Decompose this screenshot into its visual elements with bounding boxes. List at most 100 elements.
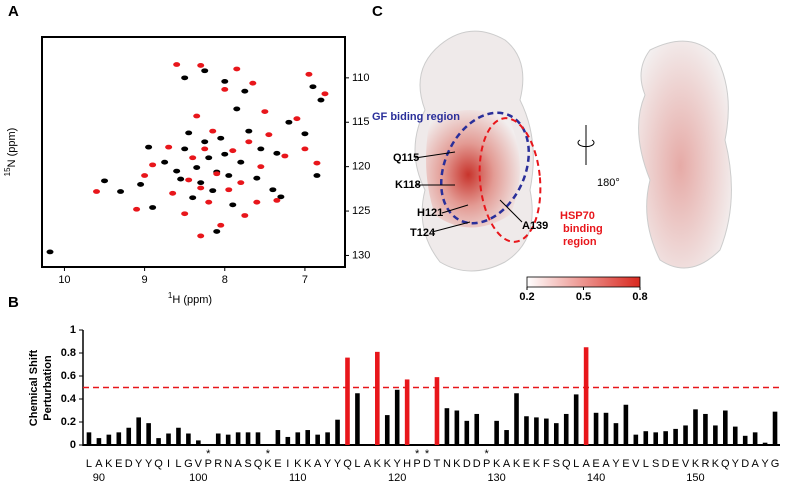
y-axis-label: 15N (ppm) [3, 128, 18, 177]
peak [305, 71, 313, 77]
residue-letter: Y [761, 458, 769, 470]
protein-surface [638, 40, 732, 269]
peak [149, 205, 157, 210]
bar [394, 389, 400, 445]
peak [257, 164, 265, 170]
x-tick-label: 90 [93, 472, 105, 483]
peak [213, 229, 221, 234]
region-label: binding [563, 223, 603, 235]
bar [225, 434, 231, 445]
residue-letter: P [413, 458, 420, 470]
residue-letter: Y [145, 458, 153, 470]
annotation: * [266, 448, 271, 460]
residue-letter: N [224, 458, 232, 470]
residue-letter: E [592, 458, 599, 470]
residue-letter: Q [254, 458, 263, 470]
residue-letter: K [264, 458, 272, 470]
residue-letter: K [513, 458, 521, 470]
residue-letter: D [423, 458, 431, 470]
residue-letter: H [403, 458, 411, 470]
residue-letter: A [95, 458, 103, 470]
bar [464, 420, 470, 445]
x-tick-label: 7 [302, 274, 308, 286]
peak [193, 165, 201, 170]
region-label: HSP70 [560, 210, 595, 222]
peak [165, 144, 173, 150]
y-tick-label: 0.6 [61, 370, 76, 382]
bar [613, 423, 619, 445]
annotation: * [485, 448, 490, 460]
bar [186, 433, 191, 445]
bar [156, 438, 161, 445]
peak [221, 86, 229, 92]
residue-letter: Y [334, 458, 342, 470]
peak [225, 187, 233, 193]
peak [265, 132, 273, 138]
peak [237, 159, 245, 165]
bar [215, 433, 221, 445]
y-tick-label: 110 [352, 72, 370, 84]
residue-letter: F [543, 458, 550, 470]
bar [126, 427, 132, 445]
bar [146, 423, 151, 445]
peak [233, 106, 241, 112]
residue-letter: D [662, 458, 670, 470]
residue-letter: L [643, 458, 649, 470]
residue-label: K118 [395, 179, 421, 191]
peak [201, 139, 209, 145]
residue-letter: S [652, 458, 659, 470]
bar [752, 432, 758, 445]
peak [133, 206, 141, 212]
bar [653, 432, 659, 445]
plot-frame [41, 36, 346, 268]
peak [197, 233, 205, 239]
x-tick-label: 9 [142, 274, 148, 286]
peak [229, 148, 237, 154]
peak [189, 155, 197, 161]
bar [285, 436, 291, 445]
bar [136, 417, 141, 445]
peak [209, 188, 217, 194]
bar [603, 412, 609, 445]
residue-letter: K [493, 458, 501, 470]
bar [742, 435, 748, 445]
residue-letter: A [751, 458, 759, 470]
y-tick-label: 0.4 [61, 393, 77, 405]
peak [117, 189, 125, 194]
peak [205, 199, 213, 205]
bar [593, 412, 599, 445]
peak [161, 159, 169, 165]
peak [169, 190, 177, 196]
protein-surface-patch [426, 110, 520, 228]
peak [173, 168, 181, 174]
rotation-label: 180° [597, 177, 620, 189]
bar [245, 432, 251, 445]
residue-letter: K [384, 458, 392, 470]
residue-letter: K [692, 458, 700, 470]
bar [772, 411, 778, 445]
residue-letter: E [274, 458, 281, 470]
peak [301, 146, 309, 152]
bar [474, 413, 480, 445]
residue-letter: S [553, 458, 560, 470]
peak [233, 66, 241, 72]
x-tick-label: 10 [58, 274, 70, 286]
residue-letter: T [434, 458, 441, 470]
peak [201, 68, 209, 74]
bar [723, 410, 728, 445]
bar [325, 432, 330, 445]
residue-letter: Q [154, 458, 163, 470]
y-tick-label: 125 [352, 205, 370, 217]
bar [454, 410, 460, 445]
residue-letter: A [602, 458, 610, 470]
bar [514, 393, 519, 445]
bar [504, 430, 509, 445]
peak [313, 160, 321, 166]
annotation: * [425, 448, 430, 460]
bar [275, 430, 281, 445]
y-tick-label: 115 [352, 116, 370, 128]
residue-letter: L [175, 458, 181, 470]
peak [301, 131, 309, 137]
residue-label: A139 [522, 220, 548, 232]
